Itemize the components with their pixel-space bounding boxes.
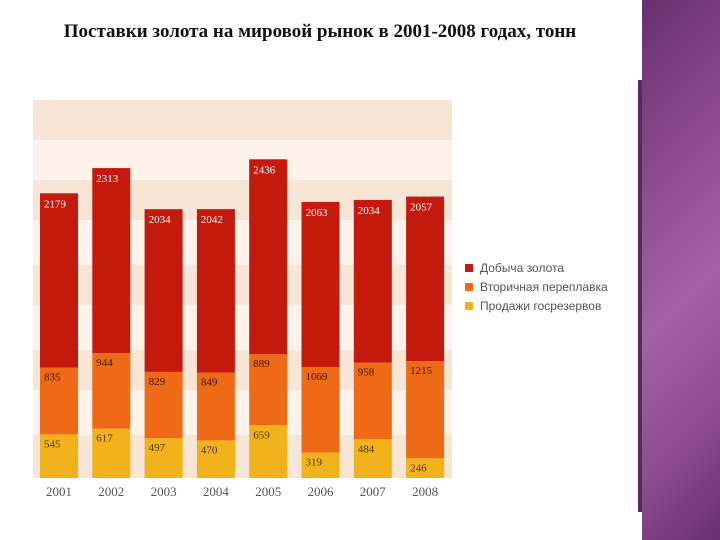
x-tick-2008: 2008 xyxy=(412,484,438,499)
bar-mining-2005 xyxy=(249,159,288,355)
bar-mining-2001 xyxy=(40,193,78,368)
bar-recycling-2006 xyxy=(301,366,340,453)
slide-title: Поставки золота на мировой рынок в 2001-… xyxy=(63,21,577,42)
label-mining-2002: 2313 xyxy=(96,173,119,185)
legend-swatch-2 xyxy=(465,302,473,310)
label-reserves-2008: 246 xyxy=(410,462,427,474)
side-strip xyxy=(638,80,644,512)
x-tick-2007: 2007 xyxy=(360,484,387,499)
label-reserves-2004: 470 xyxy=(201,444,218,456)
label-mining-2003: 2034 xyxy=(149,214,172,226)
legend-label-2: Продажи госрезервов xyxy=(480,299,601,313)
label-reserves-2001: 545 xyxy=(44,438,61,450)
label-reserves-2007: 484 xyxy=(358,443,375,455)
legend-label-0: Добыча золота xyxy=(480,261,564,275)
x-tick-2002: 2002 xyxy=(98,484,124,499)
label-reserves-2005: 659 xyxy=(253,429,270,441)
legend-swatch-1 xyxy=(465,283,473,291)
x-tick-2004: 2004 xyxy=(203,484,230,499)
bar-recycling-2007 xyxy=(353,362,392,440)
label-mining-2001: 2179 xyxy=(44,198,67,210)
x-tick-2006: 2006 xyxy=(308,484,335,499)
bar-mining-2004 xyxy=(196,209,235,373)
label-recycling-2005: 889 xyxy=(253,358,270,370)
x-tick-2003: 2003 xyxy=(151,484,177,499)
bar-reserves-2005 xyxy=(249,425,288,478)
label-mining-2008: 2057 xyxy=(410,202,433,214)
label-recycling-2006: 1069 xyxy=(306,371,329,383)
bar-reserves-2001 xyxy=(40,434,78,478)
label-recycling-2008: 1215 xyxy=(410,365,433,377)
x-tick-2005: 2005 xyxy=(255,484,281,499)
label-recycling-2004: 849 xyxy=(201,376,218,388)
bar-mining-2002 xyxy=(92,168,131,354)
bar-reserves-2003 xyxy=(144,438,183,478)
bar-recycling-2005 xyxy=(249,354,288,426)
legend-swatch-0 xyxy=(465,264,473,272)
bar-reserves-2004 xyxy=(196,440,235,478)
bar-reserves-2002 xyxy=(92,428,131,478)
bar-reserves-2008 xyxy=(406,458,445,478)
plot-band xyxy=(33,100,452,140)
x-tick-2001: 2001 xyxy=(46,484,72,499)
bar-reserves-2007 xyxy=(353,439,392,478)
bar-mining-2006 xyxy=(301,201,340,367)
label-reserves-2002: 617 xyxy=(96,433,113,445)
bar-recycling-2002 xyxy=(92,353,131,429)
bar-mining-2007 xyxy=(353,199,392,363)
label-mining-2007: 2034 xyxy=(358,205,381,217)
bar-recycling-2008 xyxy=(406,361,445,459)
bar-mining-2003 xyxy=(144,209,183,372)
bar-recycling-2001 xyxy=(40,367,78,435)
label-reserves-2003: 497 xyxy=(149,442,166,454)
label-mining-2006: 2063 xyxy=(306,207,329,219)
legend-label-1: Вторичная переплавка xyxy=(480,280,608,294)
bar-reserves-2006 xyxy=(301,452,340,478)
bar-recycling-2003 xyxy=(144,371,183,439)
label-recycling-2007: 958 xyxy=(358,367,375,379)
label-recycling-2001: 835 xyxy=(44,372,61,384)
bar-recycling-2004 xyxy=(196,372,235,441)
label-mining-2005: 2436 xyxy=(253,164,276,176)
label-recycling-2003: 829 xyxy=(149,376,166,388)
label-reserves-2006: 319 xyxy=(306,456,323,468)
label-mining-2004: 2042 xyxy=(201,214,223,226)
side-decor-panel xyxy=(642,0,720,540)
bar-mining-2008 xyxy=(406,196,445,362)
label-recycling-2002: 944 xyxy=(96,357,113,369)
